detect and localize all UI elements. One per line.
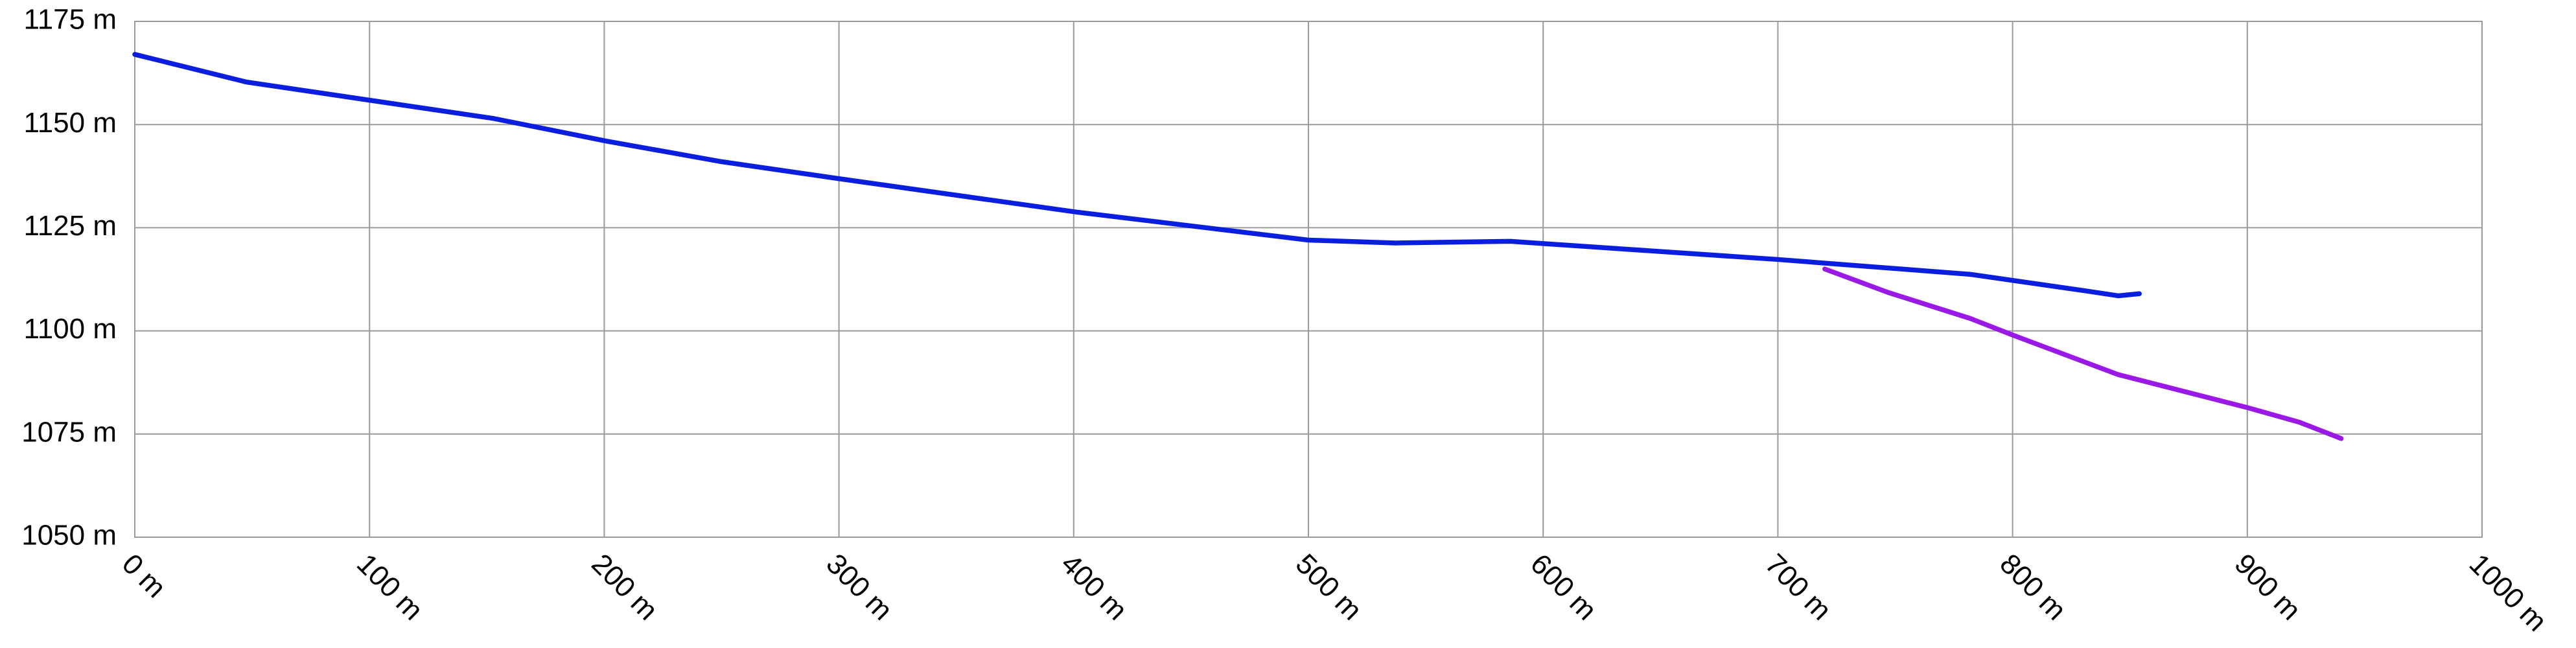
x-tick-label: 600 m [1524,548,1603,626]
y-tick-label: 1175 m [24,4,117,36]
x-tick-label: 1000 m [2463,548,2553,637]
elevation-line [1822,266,2344,441]
x-tick-label: 700 m [1759,548,1837,626]
x-tick-label: 400 m [1055,548,1133,626]
y-tick-label: 1075 m [21,416,117,448]
x-tick-label: 0 m [116,548,172,604]
plot-frame [134,21,2483,538]
elevation-line [132,52,2142,299]
x-tick-label: 900 m [2229,548,2307,626]
y-tick-label: 1050 m [21,520,117,551]
x-tick-label: 100 m [351,548,429,626]
x-tick-label: 800 m [1993,548,2072,626]
x-tick-label: 300 m [820,548,898,626]
y-tick-label: 1150 m [24,107,117,139]
y-tick-label: 1125 m [24,210,117,242]
x-tick-label: 200 m [585,548,664,626]
x-tick-label: 500 m [1290,548,1368,626]
y-tick-label: 1100 m [24,313,117,345]
